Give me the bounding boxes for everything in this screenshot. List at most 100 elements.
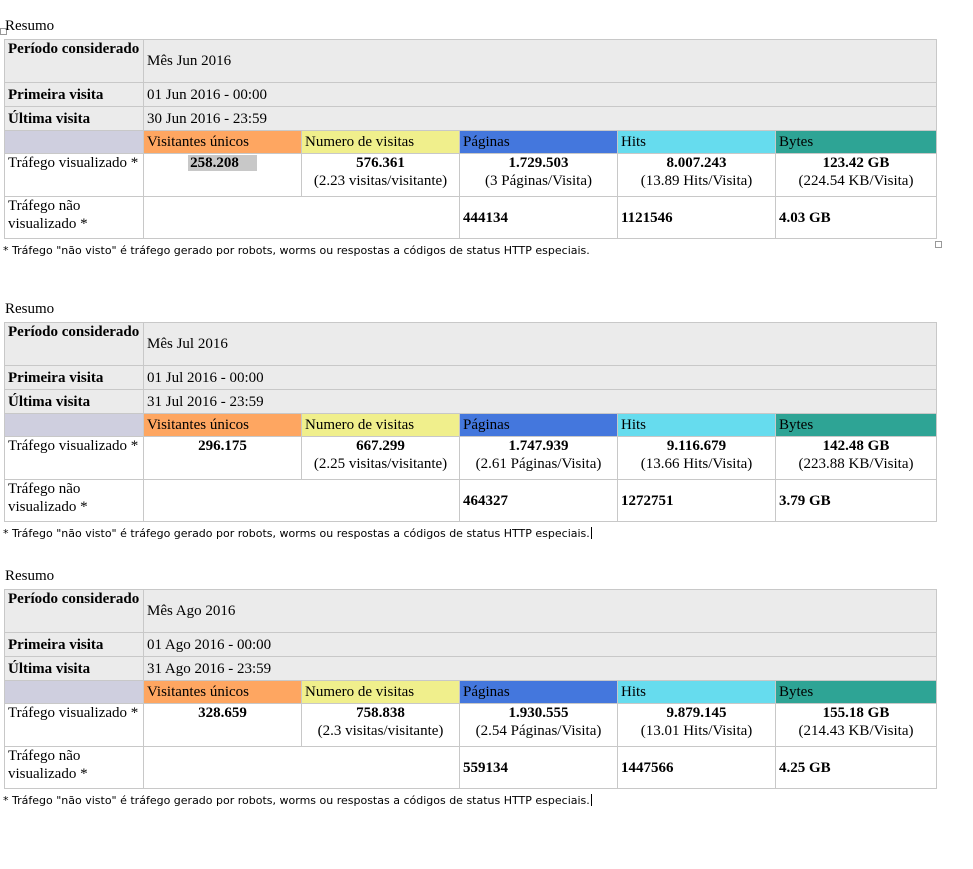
- hits-value: 8.007.243: [666, 155, 727, 171]
- nao-bytes-value: 3.79 GB: [774, 479, 938, 522]
- bytes-subvalue: (224.54 KB/Visita): [798, 173, 914, 189]
- paginas-value-cell: 1.729.503 (3 Páginas/Visita): [459, 153, 618, 197]
- visitas-subvalue: (2.25 visitas/visitante): [313, 456, 448, 472]
- trafego-nao-visualizado-label: Tráfego não visualizado *: [4, 196, 144, 239]
- header-visitas: Numero de visitas: [301, 413, 460, 437]
- header-paginas: Páginas: [459, 130, 618, 154]
- ultima-visita-value: 30 Jun 2016 - 23:59: [143, 106, 937, 131]
- periodo-label: Período considerado: [4, 322, 144, 366]
- bytes-value: 142.48 GB: [822, 438, 890, 454]
- header-visitantes: Visitantes únicos: [143, 680, 302, 704]
- ultima-visita-value: 31 Jul 2016 - 23:59: [142, 389, 938, 414]
- header-bytes: Bytes: [774, 413, 938, 437]
- header-hits: Hits: [617, 680, 776, 704]
- visitas-value: 576.361: [356, 155, 405, 171]
- trafego-nao-visualizado-label: Tráfego não visualizado *: [4, 479, 144, 522]
- nao-paginas-value: 559134: [459, 746, 618, 789]
- hits-value: 9.116.679: [666, 438, 727, 454]
- visitas-value-cell: 667.299 (2.25 visitas/visitante): [301, 436, 460, 480]
- section-title: Resumo: [5, 18, 55, 34]
- header-paginas: Páginas: [459, 680, 618, 704]
- hits-value-cell: 9.116.679 (13.66 Hits/Visita): [617, 436, 776, 480]
- bytes-subvalue: (214.43 KB/Visita): [798, 723, 914, 739]
- primeira-visita-label: Primeira visita: [4, 82, 144, 107]
- periodo-value: Mês Jun 2016: [143, 39, 937, 83]
- header-visitantes: Visitantes únicos: [143, 130, 302, 154]
- bytes-value: 123.42 GB: [822, 155, 890, 171]
- paginas-subvalue: (2.54 Páginas/Visita): [475, 723, 602, 739]
- visitas-value-cell: 576.361 (2.23 visitas/visitante): [301, 153, 460, 197]
- nao-hits-value: 1447566: [617, 746, 776, 789]
- visitantes-value-cell: 258.208: [143, 153, 302, 197]
- section-title: Resumo: [5, 568, 55, 584]
- section-title: Resumo: [5, 301, 55, 317]
- table-resize-handle-top[interactable]: [0, 28, 7, 35]
- periodo-label: Período considerado: [4, 589, 144, 633]
- bytes-value-cell: 142.48 GB (223.88 KB/Visita): [774, 436, 938, 480]
- hits-value-cell: 8.007.243 (13.89 Hits/Visita): [617, 153, 776, 197]
- ultima-visita-label: Última visita: [4, 106, 144, 131]
- header-empty-cell: [4, 130, 144, 154]
- visitantes-value: 258.208: [188, 155, 257, 171]
- footnote: * Tráfego "não visto" é tráfego gerado p…: [3, 527, 592, 540]
- periodo-value: Mês Ago 2016: [142, 589, 938, 633]
- header-visitantes: Visitantes únicos: [143, 413, 302, 437]
- header-hits: Hits: [617, 413, 776, 437]
- visitas-value: 758.838: [356, 705, 405, 721]
- header-empty-cell: [4, 413, 144, 437]
- ultima-visita-label: Última visita: [4, 656, 144, 681]
- footnote: * Tráfego "não visto" é tráfego gerado p…: [3, 794, 592, 807]
- nao-bytes-value: 4.03 GB: [775, 196, 937, 239]
- nao-visualizado-empty: [143, 196, 460, 239]
- paginas-value: 1.930.555: [508, 705, 569, 721]
- nao-visualizado-empty: [143, 479, 460, 522]
- primeira-visita-label: Primeira visita: [4, 365, 144, 390]
- periodo-label: Período considerado: [4, 39, 144, 83]
- hits-value: 9.879.145: [666, 705, 727, 721]
- header-visitas: Numero de visitas: [301, 130, 460, 154]
- paginas-value-cell: 1.930.555 (2.54 Páginas/Visita): [459, 703, 618, 747]
- paginas-value: 1.747.939: [508, 438, 569, 454]
- paginas-subvalue: (3 Páginas/Visita): [485, 173, 592, 189]
- header-bytes: Bytes: [775, 130, 937, 154]
- nao-hits-value: 1272751: [617, 479, 776, 522]
- primeira-visita-value: 01 Ago 2016 - 00:00: [142, 632, 938, 657]
- text-cursor: [590, 794, 592, 806]
- bytes-value-cell: 155.18 GB (214.43 KB/Visita): [774, 703, 938, 747]
- visitantes-value: 296.175: [143, 436, 302, 480]
- ultima-visita-label: Última visita: [4, 389, 144, 414]
- nao-paginas-value: 444134: [459, 196, 618, 239]
- bytes-value-cell: 123.42 GB (224.54 KB/Visita): [775, 153, 937, 197]
- primeira-visita-value: 01 Jun 2016 - 00:00: [143, 82, 937, 107]
- header-bytes: Bytes: [774, 680, 938, 704]
- header-hits: Hits: [617, 130, 776, 154]
- header-paginas: Páginas: [459, 413, 618, 437]
- trafego-visualizado-label: Tráfego visualizado *: [4, 153, 144, 197]
- hits-subvalue: (13.66 Hits/Visita): [640, 456, 753, 472]
- nao-bytes-value: 4.25 GB: [774, 746, 938, 789]
- paginas-value: 1.729.503: [508, 155, 569, 171]
- visitas-value: 667.299: [356, 438, 405, 454]
- primeira-visita-label: Primeira visita: [4, 632, 144, 657]
- nao-hits-value: 1121546: [617, 196, 776, 239]
- table-resize-handle-bottom[interactable]: [935, 241, 942, 248]
- hits-subvalue: (13.89 Hits/Visita): [640, 173, 753, 189]
- nao-paginas-value: 464327: [459, 479, 618, 522]
- summary-table: Período considerado Mês Ago 2016 Primeir…: [4, 589, 938, 789]
- paginas-subvalue: (2.61 Páginas/Visita): [475, 456, 602, 472]
- visitantes-value: 328.659: [143, 703, 302, 747]
- trafego-visualizado-label: Tráfego visualizado *: [4, 703, 144, 747]
- summary-table: Período considerado Mês Jul 2016 Primeir…: [4, 322, 938, 522]
- header-visitas: Numero de visitas: [301, 680, 460, 704]
- visitas-subvalue: (2.23 visitas/visitante): [313, 173, 448, 189]
- paginas-value-cell: 1.747.939 (2.61 Páginas/Visita): [459, 436, 618, 480]
- bytes-subvalue: (223.88 KB/Visita): [798, 456, 914, 472]
- footnote: * Tráfego "não visto" é tráfego gerado p…: [3, 244, 590, 257]
- primeira-visita-value: 01 Jul 2016 - 00:00: [142, 365, 938, 390]
- visitas-value-cell: 758.838 (2.3 visitas/visitante): [301, 703, 460, 747]
- header-empty-cell: [4, 680, 144, 704]
- bytes-value: 155.18 GB: [822, 705, 890, 721]
- summary-table: Período considerado Mês Jun 2016 Primeir…: [4, 39, 937, 239]
- trafego-nao-visualizado-label: Tráfego não visualizado *: [4, 746, 144, 789]
- periodo-value: Mês Jul 2016: [142, 322, 938, 366]
